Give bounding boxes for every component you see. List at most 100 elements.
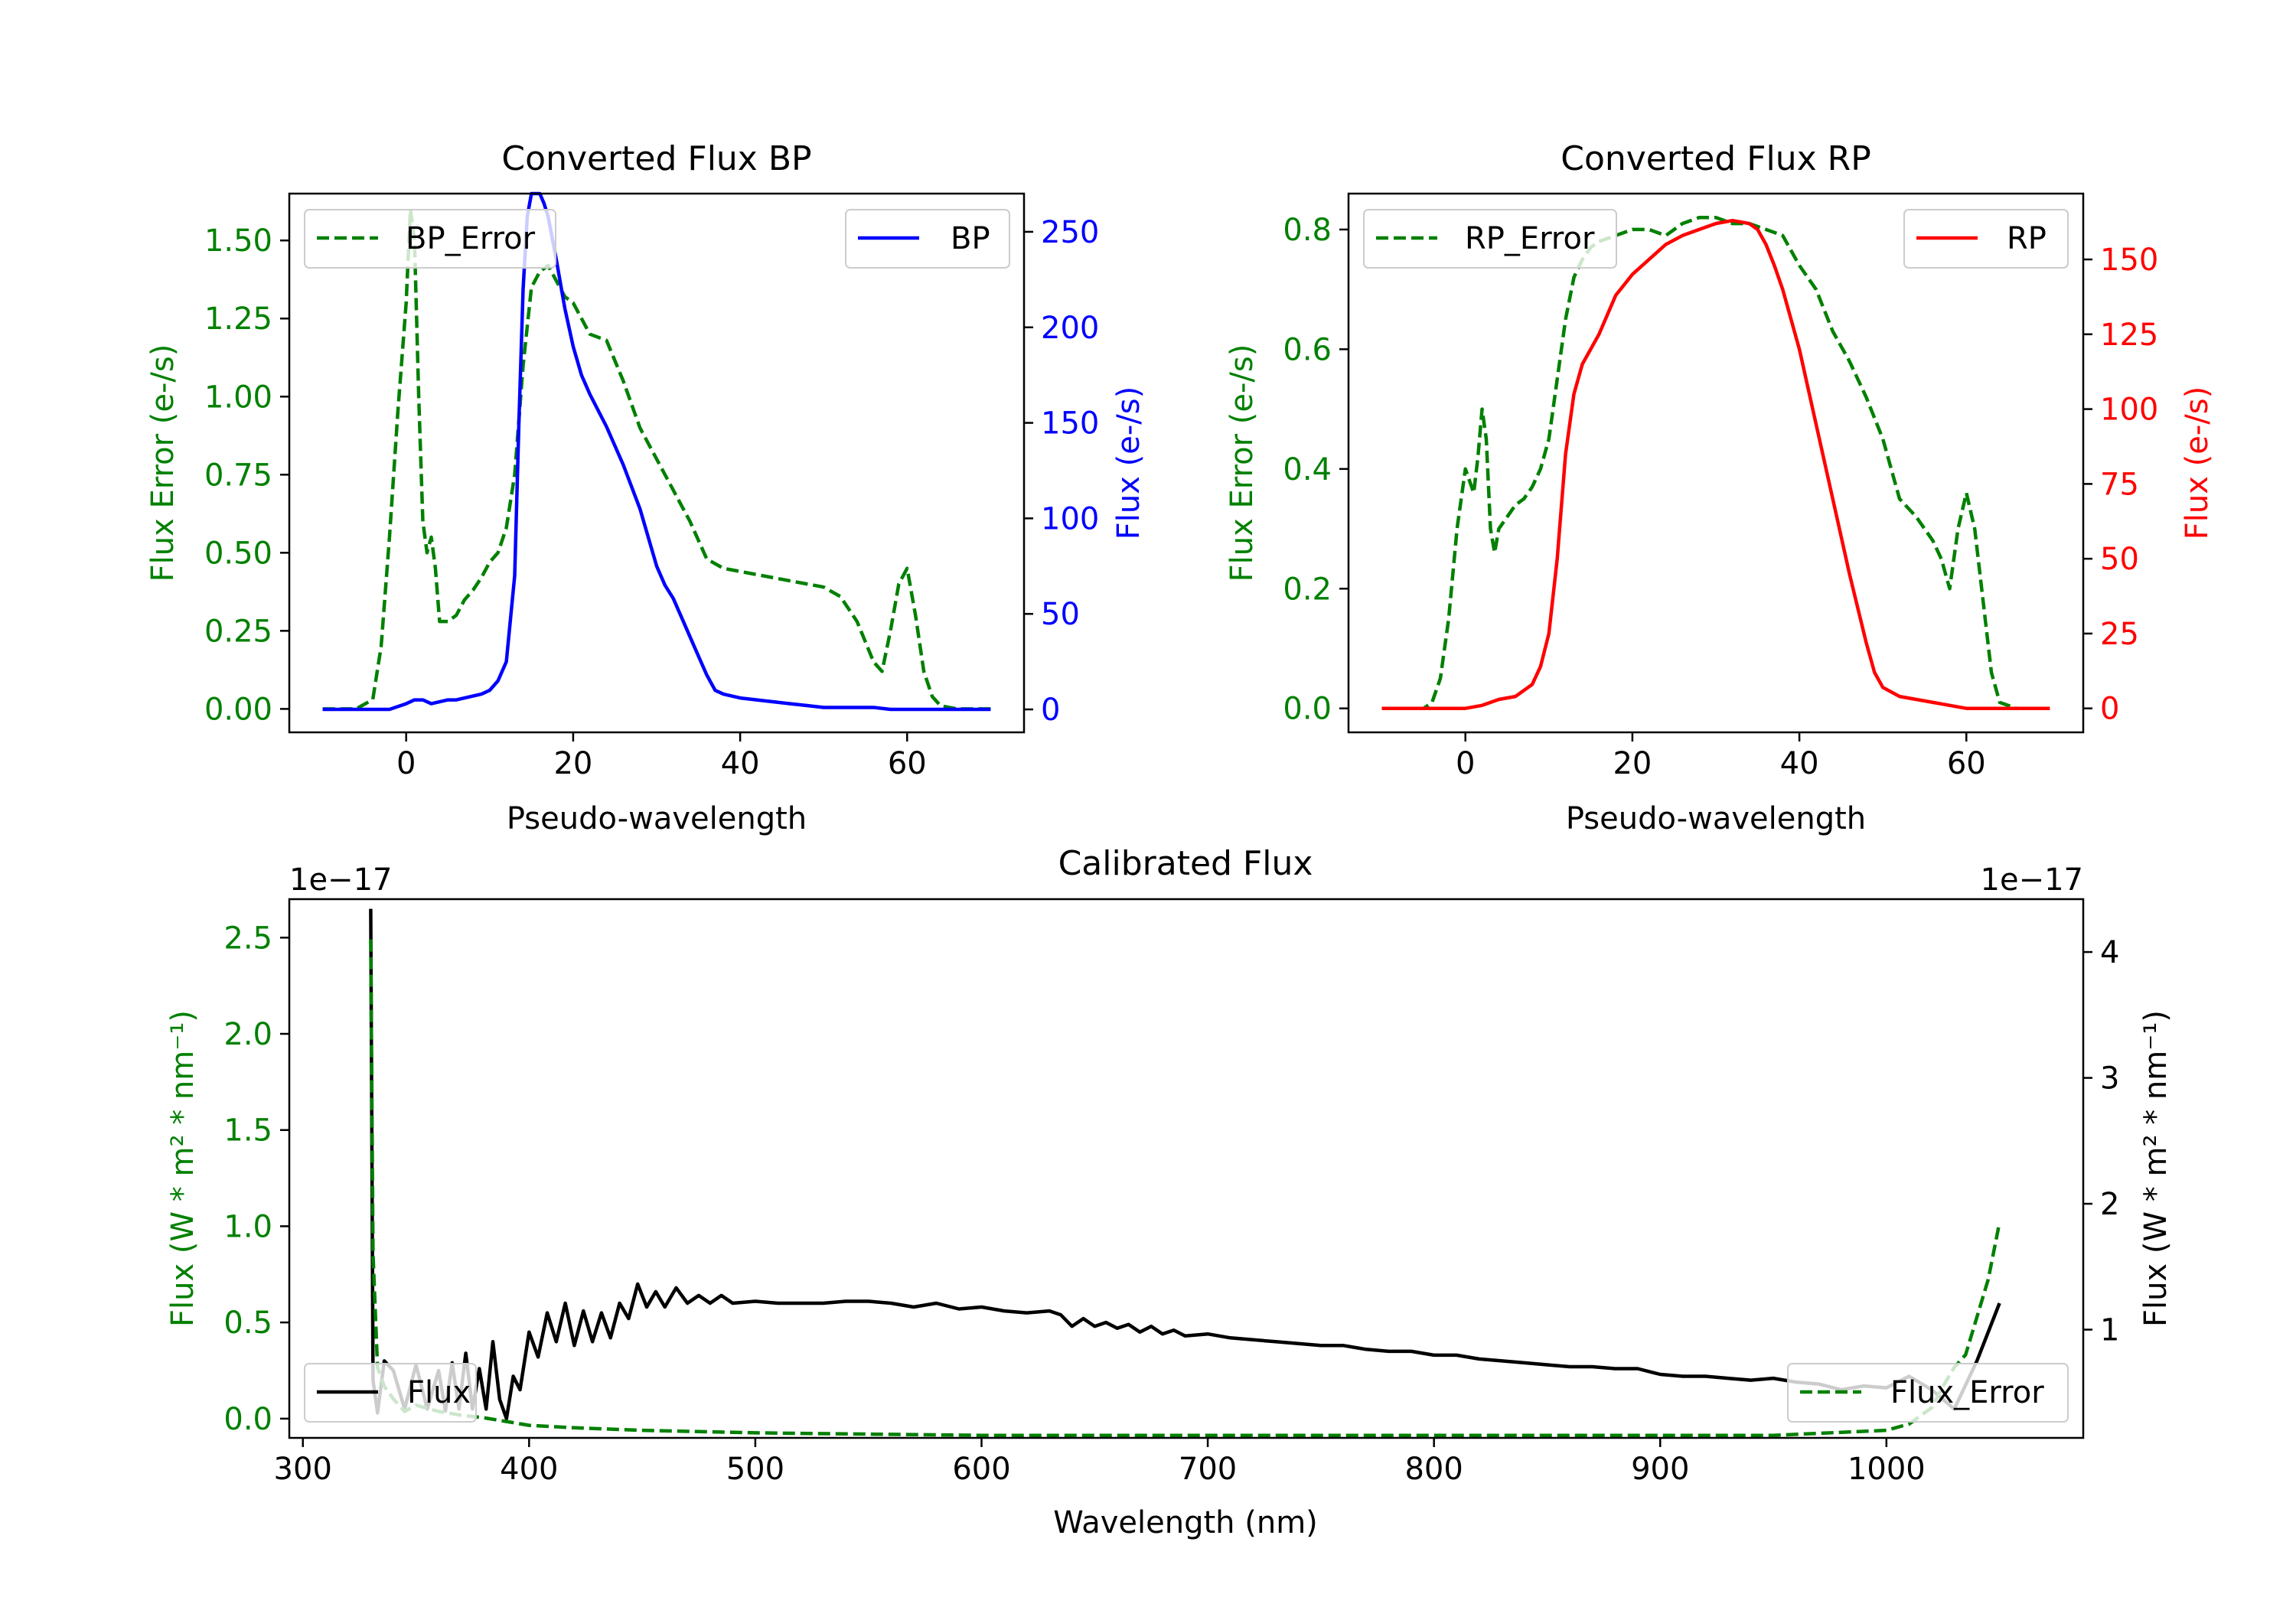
rp-left-tick-label: 0.2 [1283,572,1332,607]
rp-left-tick-label: 0.0 [1283,692,1332,727]
cal-legend-flux-label: Flux [407,1375,471,1410]
rp-right-y-label: Flux (e-/s) [2180,386,2215,539]
rp-right-tick-label: 50 [2100,542,2139,577]
bp-axes-frame [288,192,1026,734]
rp-x-label: Pseudo-wavelength [1566,801,1866,836]
cal-right-tick-label: 4 [2100,935,2119,970]
cal-x-tick-label: 600 [952,1452,1010,1487]
rp-right-tick-label: 125 [2100,318,2158,353]
cal-right-ticks: 1 2 3 4 [2083,935,2119,1348]
bp-legend-flux-label: BP [951,221,990,256]
cal-x-tick-label: 1000 [1848,1452,1926,1487]
cal-right-tick-label: 2 [2100,1187,2119,1222]
cal-right-offset: 1e−17 [1981,862,2083,898]
cal-right-tick-label: 3 [2100,1061,2119,1097]
rp-axes-frame [1347,192,2085,734]
bp-x-tick-label: 20 [553,746,592,781]
rp-right-tick-label: 25 [2100,617,2139,652]
bp-legend-error-label: BP_Error [406,221,536,256]
cal-right-tick-label: 1 [2100,1313,2119,1348]
cal-left-offset: 1e−17 [289,862,392,898]
cal-x-tick-label: 800 [1404,1452,1463,1487]
bp-left-tick-label: 0.75 [204,458,272,493]
bp-right-tick-label: 100 [1041,501,1099,536]
bp-x-tick-label: 60 [888,746,927,781]
bp-left-tick-label: 1.50 [204,223,272,259]
bp-legend-flux-box [845,209,1010,269]
bp-left-tick-label: 0.25 [204,614,272,649]
rp-x-tick-label: 40 [1780,746,1819,781]
cal-x-label: Wavelength (nm) [1053,1505,1318,1540]
cal-left-ticks: 0.0 0.5 1.0 1.5 2.0 2.5 [223,921,289,1437]
cal-legend-flux-box [304,1363,477,1423]
rp-right-tick-label: 0 [2100,692,2119,727]
rp-series-rp [1381,218,2050,710]
bp-title: Converted Flux BP [501,139,811,178]
calibrated-panel: Calibrated Flux 1e−17 1e−17 300 400 500 600… [165,844,2174,1540]
cal-left-y-label: Flux (W * m² * nm⁻¹) [165,1010,201,1327]
rp-x-tick-label: 60 [1947,746,1986,781]
cal-title: Calibrated Flux [1058,844,1313,883]
cal-left-tick-label: 1.0 [223,1209,272,1244]
bp-x-tick-label: 0 [396,746,416,781]
bp-right-y-label: Flux (e-/s) [1111,386,1146,539]
rp-right-tick-label: 100 [2100,393,2158,428]
bp-legend-error-box [304,209,556,269]
rp-x-tick-label: 0 [1456,746,1475,781]
rp-legend-flux[interactable]: RP [1903,209,2069,269]
rp-legend-error-box [1363,209,1617,269]
cal-left-tick-label: 0.0 [223,1402,272,1437]
bp-x-ticks: 0 20 40 60 [396,732,927,781]
bp-right-ticks: 0 50 100 150 200 250 [1024,215,1099,728]
bp-series-bp [322,191,991,712]
bp-left-tick-label: 1.25 [204,302,272,337]
bp-right-tick-label: 0 [1041,693,1060,728]
rp-series-rp-error [1381,216,2050,710]
cal-left-tick-label: 0.5 [223,1305,272,1341]
rp-right-tick-label: 150 [2100,243,2158,278]
bp-x-tick-label: 40 [721,746,760,781]
rp-panel: Converted Flux RP 0 20 40 60 0.00.20.40.60.… [1225,139,2215,836]
rp-legend-flux-box [1903,209,2069,269]
cal-x-tick-label: 700 [1179,1452,1237,1487]
cal-x-tick-label: 500 [726,1452,784,1487]
cal-legend-error[interactable]: Flux_Error [1787,1363,2069,1423]
cal-left-tick-label: 2.5 [223,921,272,956]
rp-left-y-label: Flux Error (e-/s) [1225,344,1260,582]
rp-left-tick-label: 0.6 [1283,332,1332,367]
cal-legend-error-box [1787,1363,2069,1423]
bp-left-tick-label: 1.00 [204,380,272,415]
bp-right-tick-label: 150 [1041,406,1099,442]
cal-legend-error-label: Flux_Error [1890,1375,2044,1410]
rp-legend-error[interactable]: RP_Error [1363,209,1617,269]
rp-x-ticks: 0 20 40 60 [1456,732,1986,781]
rp-legend-flux-label: RP [2007,221,2047,256]
cal-left-tick-label: 2.0 [223,1017,272,1052]
cal-left-tick-label: 1.5 [223,1113,272,1149]
bp-legend-error[interactable]: BP_Error [304,209,556,269]
rp-left-tick-label: 0.4 [1283,452,1332,487]
bp-left-tick-label: 0.50 [204,536,272,571]
rp-plot-area [1381,216,2050,710]
bp-left-y-label: Flux Error (e-/s) [145,344,181,582]
rp-legend-error-label: RP_Error [1465,221,1595,256]
bp-x-label: Pseudo-wavelength [507,801,807,836]
bp-legend-flux[interactable]: BP [845,209,1010,269]
cal-legend-flux[interactable]: Flux [304,1363,477,1423]
cal-x-tick-label: 300 [274,1452,332,1487]
cal-right-y-label: Flux (W * m² * nm⁻¹) [2138,1010,2174,1327]
rp-title: Converted Flux RP [1561,139,1871,178]
rp-x-tick-label: 20 [1613,746,1652,781]
cal-x-ticks: 300 400 500 600 700 800 900 1000 [274,1438,1926,1487]
bp-left-ticks: 0.00 0.25 0.50 0.75 1.00 1.25 1.50 [204,223,289,727]
rp-right-ticks: 0 25 50 75 100 125 150 [2083,243,2158,727]
bp-right-tick-label: 50 [1041,597,1080,632]
bp-right-tick-label: 200 [1041,311,1099,346]
bp-series-bp-error [322,207,991,711]
cal-x-tick-label: 400 [500,1452,558,1487]
bp-plot-area [322,191,991,712]
bp-left-tick-label: 0.00 [204,692,272,727]
cal-axes-frame [288,898,2085,1439]
bp-right-tick-label: 250 [1041,215,1099,250]
